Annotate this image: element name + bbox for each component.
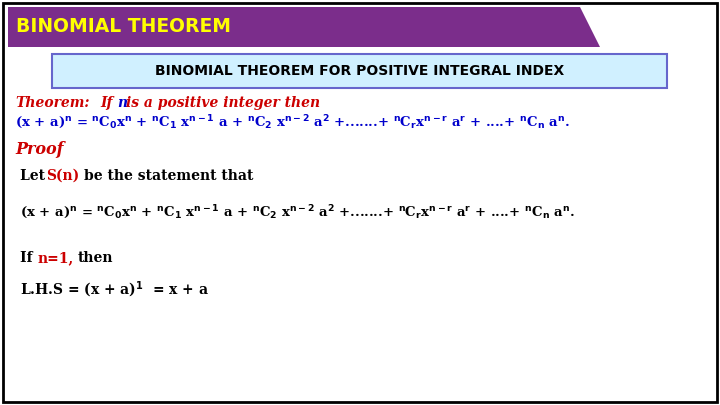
Text: is a positive integer then: is a positive integer then (126, 96, 320, 110)
Text: S(n): S(n) (46, 169, 79, 183)
Text: Theorem:: Theorem: (15, 96, 89, 110)
Text: (x + a)$^\mathbf{n}$ = $^\mathbf{n}$C$_\mathbf{0}$x$^\mathbf{n}$ + $^\mathbf{n}$: (x + a)$^\mathbf{n}$ = $^\mathbf{n}$C$_\… (15, 113, 570, 131)
Text: If: If (100, 96, 117, 110)
Text: If: If (20, 251, 37, 265)
FancyBboxPatch shape (52, 54, 667, 88)
Text: BINOMIAL THEOREM FOR POSITIVE INTEGRAL INDEX: BINOMIAL THEOREM FOR POSITIVE INTEGRAL I… (156, 64, 564, 78)
Polygon shape (8, 7, 600, 47)
Text: L.H.S = (x + a)$^\mathbf{1}$  = x + a: L.H.S = (x + a)$^\mathbf{1}$ = x + a (20, 280, 209, 300)
Text: then: then (78, 251, 114, 265)
Text: be the statement that: be the statement that (84, 169, 253, 183)
Text: BINOMIAL THEOREM: BINOMIAL THEOREM (16, 17, 231, 36)
Text: (x + a)$^\mathbf{n}$ = $^\mathbf{n}$C$_\mathbf{0}$x$^\mathbf{n}$ + $^\mathbf{n}$: (x + a)$^\mathbf{n}$ = $^\mathbf{n}$C$_\… (20, 203, 575, 221)
FancyBboxPatch shape (3, 3, 717, 402)
Text: n=1,: n=1, (38, 251, 74, 265)
Text: Proof: Proof (15, 141, 63, 158)
Text: n: n (117, 96, 127, 110)
Text: Let: Let (20, 169, 50, 183)
